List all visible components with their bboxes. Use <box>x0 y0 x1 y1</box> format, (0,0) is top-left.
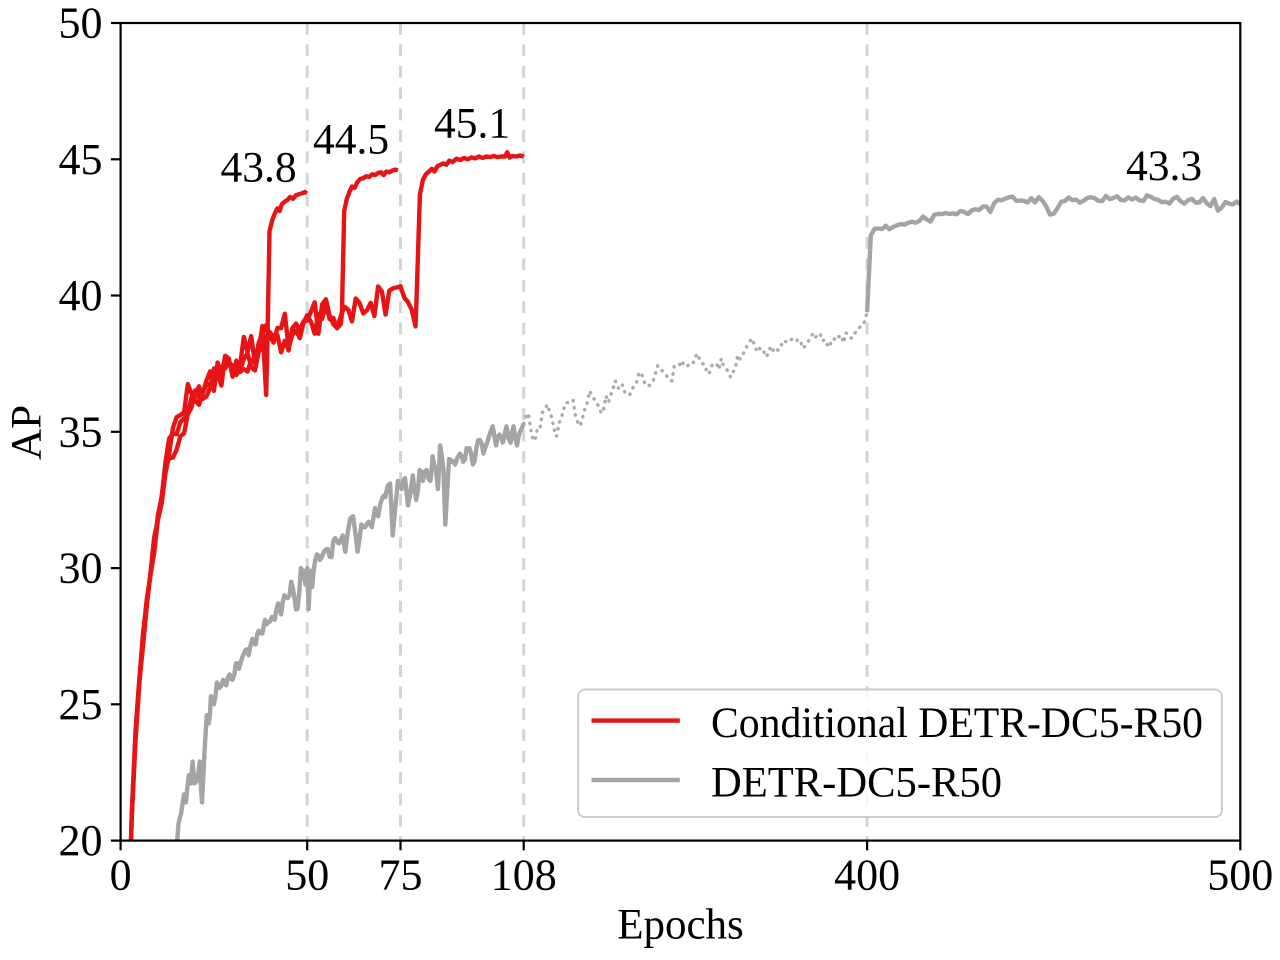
svg-text:0: 0 <box>110 851 132 900</box>
svg-text:30: 30 <box>59 544 103 593</box>
svg-text:45: 45 <box>59 135 103 184</box>
svg-text:DETR-DC5-R50: DETR-DC5-R50 <box>711 759 1002 806</box>
svg-text:20: 20 <box>59 816 103 865</box>
svg-text:AP: AP <box>4 405 51 460</box>
svg-text:40: 40 <box>59 271 103 320</box>
svg-text:44.5: 44.5 <box>313 116 389 164</box>
svg-text:50: 50 <box>285 851 329 900</box>
svg-text:43.3: 43.3 <box>1126 142 1202 190</box>
svg-text:50: 50 <box>59 0 103 48</box>
svg-text:35: 35 <box>59 407 103 456</box>
svg-text:Epochs: Epochs <box>617 902 744 949</box>
svg-text:108: 108 <box>491 851 557 900</box>
svg-text:Conditional DETR-DC5-R50: Conditional DETR-DC5-R50 <box>711 700 1203 747</box>
svg-text:25: 25 <box>59 680 103 729</box>
svg-text:500: 500 <box>1207 851 1273 900</box>
svg-text:45.1: 45.1 <box>434 100 510 148</box>
svg-text:400: 400 <box>834 851 900 900</box>
svg-text:75: 75 <box>379 851 423 900</box>
svg-text:43.8: 43.8 <box>220 143 296 191</box>
